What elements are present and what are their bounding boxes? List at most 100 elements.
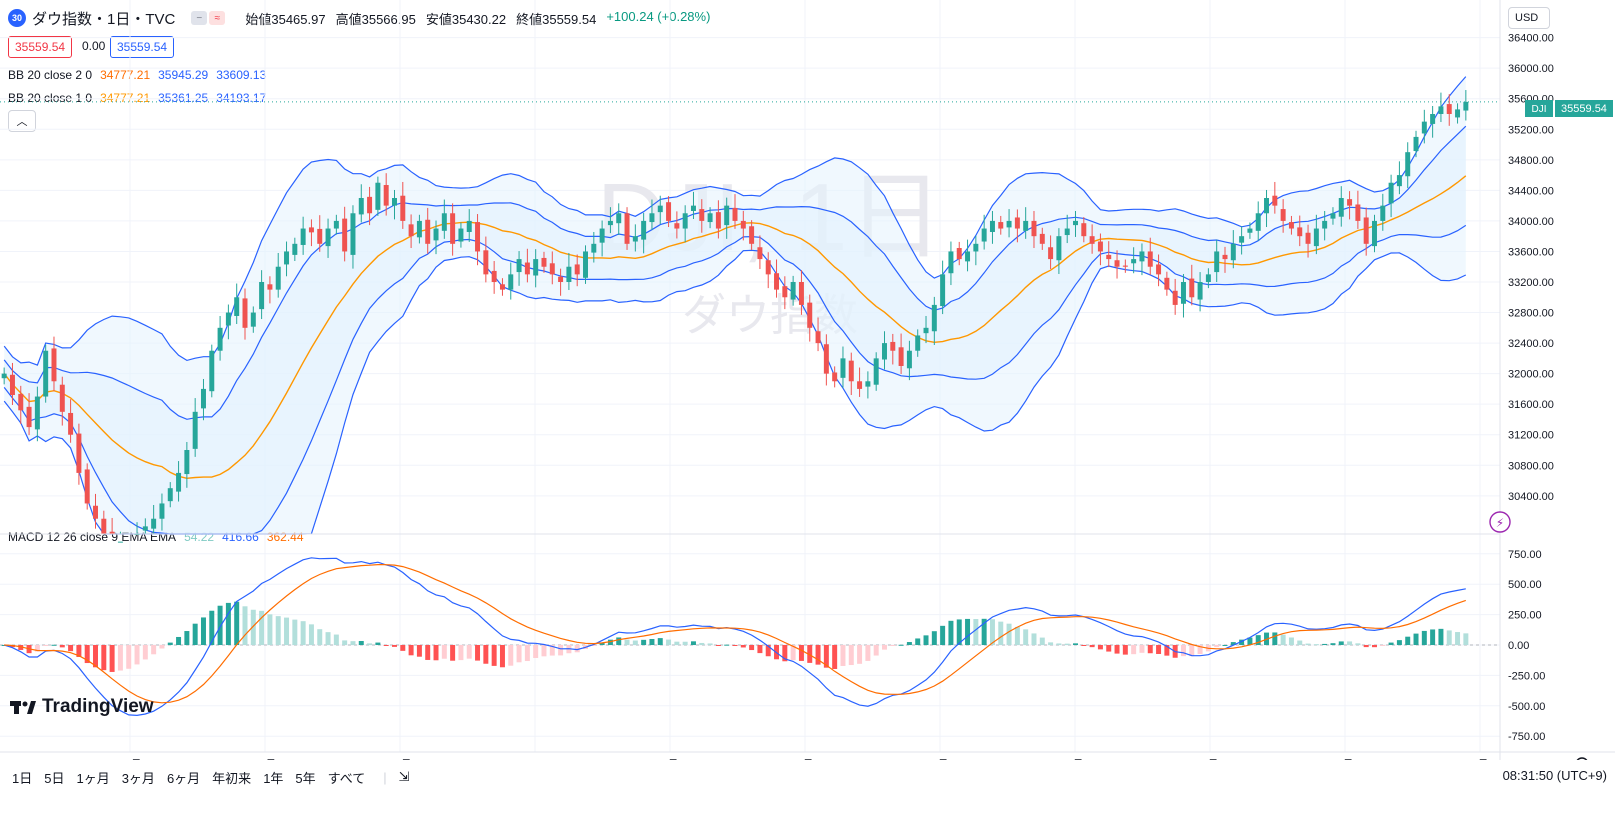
currency-selector[interactable]: USD <box>1508 7 1550 29</box>
high-value: 35566.95 <box>361 11 416 27</box>
candle-body <box>674 223 680 229</box>
candle-body <box>416 220 422 238</box>
candle-body <box>275 266 281 290</box>
range-button-0[interactable]: 1日 <box>12 770 33 786</box>
macd-hist-bar <box>1305 643 1311 645</box>
range-button-8[interactable]: すべて <box>327 770 366 786</box>
clock[interactable]: 08:31:50 (UTC+9) <box>1502 768 1607 783</box>
macd-hist-bar <box>93 645 98 668</box>
time-tick-label: 4月 <box>931 759 948 760</box>
macd-tick-label: -750.00 <box>1508 731 1545 743</box>
macd-hist-bar <box>1463 633 1469 645</box>
candle-body <box>1 373 7 379</box>
candle-body <box>18 393 24 411</box>
time-tick-label: 8月 <box>1471 759 1488 760</box>
macd-hist-bar <box>533 645 539 658</box>
chart-title[interactable]: ダウ指数・1日・TVC <box>32 10 176 28</box>
candle-body <box>707 213 713 223</box>
macd-hist-bar <box>666 639 672 645</box>
candle-body <box>832 372 838 382</box>
candle-body <box>101 518 107 534</box>
range-button-5[interactable]: 年初来 <box>212 770 252 786</box>
macd-hist-bar <box>308 624 314 645</box>
macd-hist-bar <box>641 639 647 645</box>
macd-hist-bar <box>732 645 738 646</box>
range-button-7[interactable]: 5年 <box>295 770 316 786</box>
range-button-1[interactable]: 5日 <box>44 770 65 786</box>
macd-hist-bar <box>1330 643 1336 645</box>
gear-icon[interactable] <box>1576 757 1588 760</box>
macd-hist-bar <box>1214 645 1220 648</box>
time-tick-label: 2月 <box>661 759 678 760</box>
candle-body <box>475 222 481 252</box>
candle-body <box>26 406 32 428</box>
candle-body <box>284 251 290 265</box>
macd-hist-bar <box>1388 642 1394 645</box>
chevron-up-icon: ︿ <box>16 116 28 128</box>
macd-hist-bar <box>898 644 904 646</box>
collapse-legend-button[interactable]: ︿ <box>8 110 36 132</box>
macd-signal-line <box>4 563 1466 704</box>
macd-hist-bar <box>1322 643 1328 645</box>
macd-hist-bar <box>508 645 514 666</box>
candle-body <box>1421 121 1427 134</box>
bb2-legend[interactable]: BB 20 close 2 0 34777.21 35945.29 33609.… <box>8 68 266 82</box>
candle-body <box>915 335 921 351</box>
lightning-icon[interactable] <box>1489 511 1511 533</box>
range-button-4[interactable]: 6ヶ月 <box>166 770 201 786</box>
range-button-2[interactable]: 1ヶ月 <box>76 770 110 786</box>
macd-hist-bar <box>375 642 381 645</box>
macd-hist-bar <box>1247 637 1253 645</box>
macd-hist-bar <box>1355 643 1361 645</box>
candle-body <box>1438 106 1444 114</box>
macd-hist-bar <box>1396 640 1402 645</box>
macd-tick-label: 0.00 <box>1508 640 1529 652</box>
candle-body <box>250 312 256 327</box>
bb2-label: BB 20 close 2 0 <box>8 68 93 82</box>
price-tag-symbol: DJI <box>1532 104 1547 115</box>
candles <box>0 90 1500 543</box>
candle-body <box>1014 217 1020 229</box>
wave-icon[interactable]: ≈ <box>209 11 226 25</box>
candle-body <box>1164 277 1170 290</box>
candle-body <box>333 220 339 229</box>
macd-hist-bar <box>242 606 248 645</box>
macd-hist-bar <box>450 645 456 661</box>
candle-body <box>1081 223 1087 237</box>
candle-body <box>408 224 414 237</box>
range-button-3[interactable]: 3ヶ月 <box>121 770 155 786</box>
candle-body <box>458 228 464 242</box>
macd-hist-bar <box>965 618 971 645</box>
macd-hist-bar <box>574 645 580 653</box>
candle-body <box>1097 241 1103 252</box>
range-button-6[interactable]: 1年 <box>263 770 284 786</box>
minus-icon[interactable]: − <box>191 11 208 25</box>
candle-body <box>798 282 804 305</box>
macd-hist-bar <box>408 645 414 656</box>
macd-hist-bar <box>541 645 547 657</box>
candle-body <box>790 282 796 300</box>
macd-hist-bar <box>292 619 298 645</box>
sell-price-button[interactable]: 35559.54 <box>8 36 73 58</box>
macd-hist-bar <box>1222 644 1228 646</box>
macd-hist-bar <box>931 631 937 645</box>
macd-hist-bar <box>1297 640 1303 645</box>
candle-body <box>43 350 49 397</box>
macd-hist-bar <box>433 645 439 661</box>
candle-body <box>599 228 605 243</box>
candle-body <box>392 198 397 206</box>
macd-hist-bar <box>491 645 497 666</box>
candle-body <box>541 257 547 267</box>
macd-hist-bar <box>807 645 813 663</box>
calendar-range-icon[interactable]: ⇲ <box>398 769 410 784</box>
candle-body <box>34 396 40 430</box>
candle-body <box>840 358 846 378</box>
price-chart[interactable]: DJI, 1日 ダウ指数 30400.0030800.0031200.00316… <box>0 0 1615 760</box>
macd-hist-bar <box>176 636 182 645</box>
candle-body <box>1305 232 1311 244</box>
time-tick-label: 3月 <box>796 759 813 760</box>
candle-body <box>740 220 746 229</box>
candle-body <box>699 209 705 221</box>
candle-body <box>666 202 672 221</box>
candle-body <box>1455 109 1461 118</box>
